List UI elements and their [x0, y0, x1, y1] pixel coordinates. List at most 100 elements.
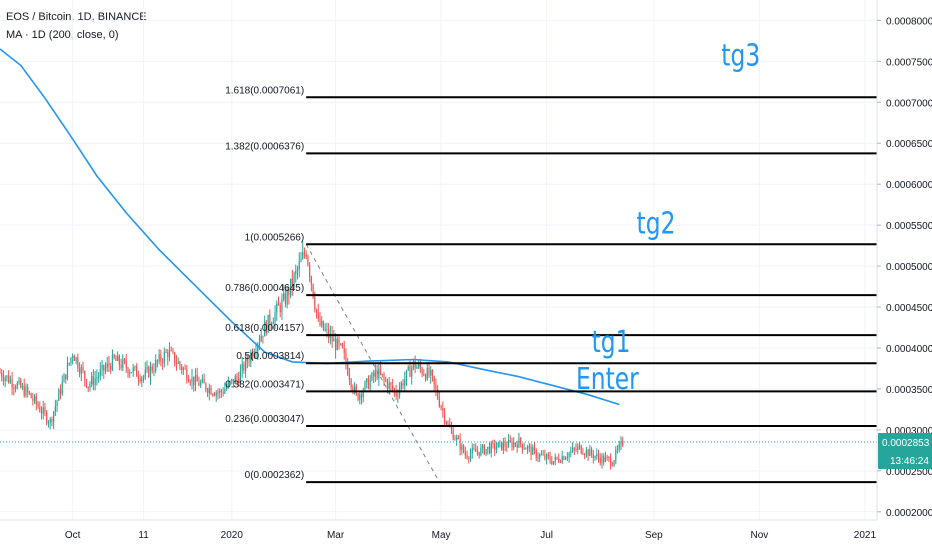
fib-label: 1.382(0.0006376)	[225, 141, 304, 152]
candle-body	[288, 289, 290, 296]
candle-body	[217, 392, 219, 394]
candle-body	[430, 370, 432, 376]
candle-body	[231, 379, 233, 382]
candle-body	[554, 456, 556, 462]
candle-body	[194, 375, 197, 386]
candle-body	[577, 446, 579, 450]
candle-body	[201, 378, 203, 383]
candle-body	[200, 382, 202, 386]
candle-body	[317, 312, 319, 319]
candle-body	[435, 384, 437, 390]
fib-label: 0(0.0002362)	[245, 470, 305, 481]
candle-body	[423, 374, 425, 376]
candle-body	[578, 445, 581, 447]
candle-body	[65, 374, 67, 380]
candle-body	[279, 305, 281, 313]
candle-body	[537, 457, 539, 459]
candle-body	[549, 456, 551, 462]
candle-body	[521, 443, 523, 449]
fib-label: 1(0.0005266)	[245, 232, 305, 243]
candle-body	[222, 392, 224, 394]
candle-body	[590, 448, 593, 455]
candle-body	[464, 452, 466, 456]
candle-body	[476, 451, 479, 453]
candle-body	[431, 370, 434, 377]
candle-body	[495, 447, 498, 450]
candle-body	[40, 411, 43, 414]
candle-body	[437, 389, 439, 399]
candle-body	[27, 386, 29, 392]
candle-body	[388, 382, 390, 389]
grid	[0, 0, 877, 520]
candle-body	[149, 366, 152, 378]
candle-body	[63, 374, 65, 383]
time-tick-label: Oct	[65, 530, 81, 541]
candle-body	[187, 379, 190, 382]
candle-body	[487, 446, 489, 450]
last-price-badge-bg	[878, 432, 932, 469]
candle-body	[509, 439, 511, 442]
fib-label: 1.618(0.0007061)	[225, 85, 304, 96]
candle-body	[367, 378, 370, 389]
fib-levels: 0(0.0002362) 0.236(0.0003047) 0.382(0.0003…	[225, 85, 877, 484]
candles	[0, 241, 624, 470]
candle-body	[532, 447, 534, 455]
candle-body	[151, 366, 153, 371]
candle-body	[566, 457, 568, 459]
candle-body	[373, 373, 375, 377]
candle-body	[206, 389, 209, 394]
candle-body	[366, 378, 368, 383]
study-legend[interactable]: MA · 1D (200, close, 0)	[6, 29, 119, 41]
candle-body	[610, 457, 612, 466]
candle-body	[300, 258, 302, 262]
annotation-text: tg3	[721, 39, 760, 74]
candle-body	[284, 293, 287, 305]
candle-body	[155, 360, 157, 371]
candle-body	[421, 368, 423, 375]
candle-body	[170, 350, 172, 352]
price-tick-label: 0.0007500	[886, 57, 932, 68]
candle-body	[585, 449, 587, 455]
candle-body	[123, 359, 126, 362]
price-tick-label: 0.0002000	[886, 508, 932, 519]
candle-body	[468, 457, 470, 459]
candle-body	[49, 419, 51, 423]
candle-body	[196, 375, 198, 382]
candle-body	[539, 454, 541, 458]
fib-label: 0.618(0.0004157)	[225, 323, 304, 334]
candle-body	[87, 386, 89, 388]
candle-body	[488, 446, 491, 453]
candle-body	[51, 419, 53, 423]
candle-body	[137, 376, 139, 379]
candle-body	[362, 390, 364, 398]
candle-body	[129, 372, 131, 374]
candle-body	[58, 389, 60, 401]
candle-body	[618, 444, 620, 450]
candle-body	[473, 448, 475, 450]
candle-body	[165, 352, 167, 354]
last-price-label: 0.0002853	[882, 438, 930, 449]
candle-body	[9, 379, 11, 383]
candle-body	[454, 439, 456, 441]
candle-body	[461, 445, 463, 450]
price-tick-label: 0.0005000	[886, 262, 932, 273]
candle-body	[459, 439, 461, 450]
candle-body	[514, 442, 517, 445]
candle-body	[312, 284, 314, 298]
candle-body	[321, 321, 323, 326]
candle-body	[345, 352, 347, 364]
candle-body	[385, 378, 387, 381]
annotation-text: tg1	[592, 325, 631, 360]
price-tick-label: 0.0004000	[886, 344, 932, 355]
last-price-badge: 0.0002853 13:46:24	[878, 432, 932, 469]
candle-body	[286, 289, 288, 305]
fib-label: 0.786(0.0004645)	[225, 283, 304, 294]
candle-body	[309, 265, 311, 277]
candle-body	[167, 352, 169, 358]
candle-body	[525, 448, 527, 450]
candle-body	[322, 321, 325, 330]
candle-body	[73, 356, 75, 361]
candle-body	[601, 456, 603, 464]
candle-body	[54, 406, 56, 412]
